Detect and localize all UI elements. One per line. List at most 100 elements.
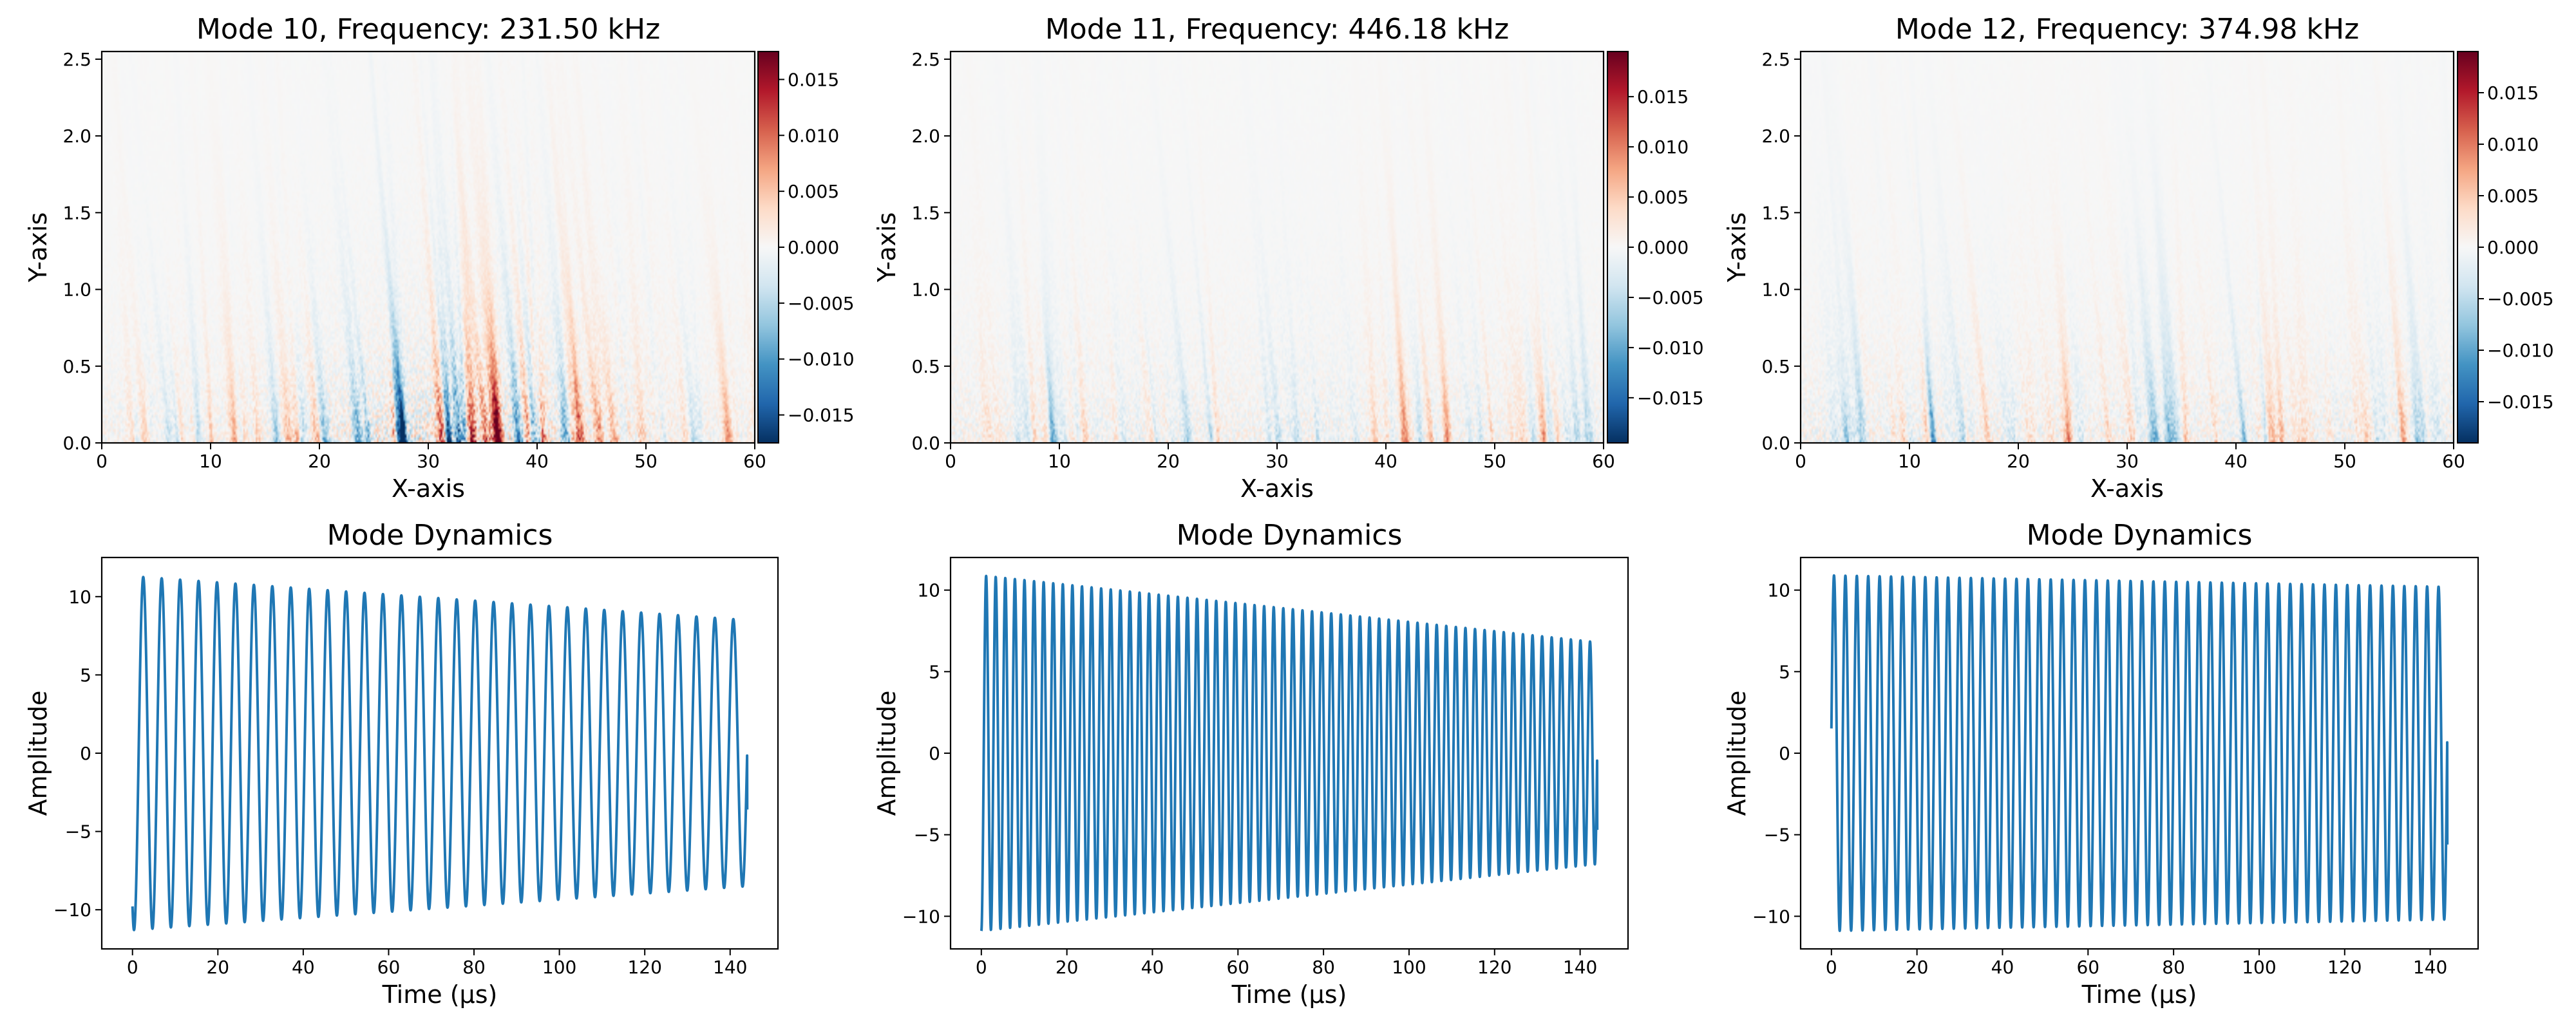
chart-title: Mode 10, Frequency: 231.50 kHz [196,13,660,46]
y-axis-label: Amplitude [1723,691,1751,816]
x-tick-label: 40 [1374,451,1397,472]
heatmap-panel-mode-12: 0 10 20 30 40 50 60 0.0 0.5 1.0 1.5 2.0 2.5 Mode 12, … [1723,13,2554,503]
x-tick-label: 40 [292,957,315,978]
y-tick-label: 0.0 [911,433,940,454]
x-tick-label: 60 [743,451,766,472]
dynamics-panel-mode-11: 0 20 40 60 80 100 120 140 −10 −5 0 5 10 Mode Dynamics… [873,519,1629,1009]
x-tick-label: 0 [96,451,108,472]
x-tick-label: 0 [127,957,138,978]
colorbar-tick-label: 0.005 [788,181,839,202]
colorbar: −0.015 −0.010 −0.005 0.000 0.005 0.010 0.015 [757,51,855,444]
chart-title: Mode 12, Frequency: 374.98 kHz [1895,13,2359,46]
colorbar-gradient [2457,51,2479,444]
x-tick-label: 120 [2327,957,2362,978]
y-axis-label: Y-axis [873,212,901,283]
y-axis-label: Y-axis [24,212,52,283]
x-tick-label: 140 [1563,957,1597,978]
y-tick-label: 0.5 [1761,356,1790,377]
y-tick-label: 5 [80,664,91,686]
y-tick-label: 0 [80,743,91,764]
amplitude-series-line [131,576,749,932]
colorbar-tick-label: −0.005 [788,293,855,314]
chart-title: Mode Dynamics [327,519,553,552]
chart-title: Mode 11, Frequency: 446.18 kHz [1045,13,1509,46]
y-tick-label: 1.5 [1761,202,1790,223]
x-axis-label: Time (μs) [2081,980,2197,1009]
x-tick-label: 30 [1265,451,1289,472]
x-tick-label: 100 [1392,957,1426,978]
x-tick-label: 80 [1312,957,1335,978]
x-axis-label: X-axis [2090,474,2164,503]
colorbar-tick-label: −0.010 [1637,337,1704,359]
mode-shape-field [102,52,755,443]
amplitude-series-line [1830,574,2449,932]
x-tick-label: 50 [2333,451,2356,472]
y-tick-label: 10 [917,580,940,601]
x-tick-label: 60 [2442,451,2465,472]
x-tick-label: 10 [1048,451,1071,472]
y-tick-label: 2.0 [62,126,91,147]
x-tick-label: 60 [1592,451,1615,472]
y-tick-label: 0.5 [911,356,940,377]
colorbar-gradient [1607,51,1629,444]
x-tick-label: 20 [2007,451,2030,472]
x-tick-label: 80 [462,957,486,978]
chart-title: Mode Dynamics [1177,519,1403,552]
x-tick-label: 100 [2242,957,2276,978]
x-tick-label: 20 [1157,451,1180,472]
y-tick-label: −10 [53,899,91,921]
x-tick-label: 120 [1477,957,1511,978]
x-tick-label: 140 [2413,957,2447,978]
x-tick-label: 0 [976,957,987,978]
colorbar-tick-label: 0.000 [2487,237,2539,258]
colorbar-tick-label: 0.005 [1637,187,1689,208]
colorbar-tick-label: 0.010 [1637,136,1689,158]
x-axis-label: X-axis [1240,474,1314,503]
x-axis-label: Time (μs) [382,980,498,1009]
mode-shape-field [1801,52,2454,443]
colorbar-tick-label: 0.010 [788,125,839,146]
y-tick-label: 5 [929,661,940,682]
x-tick-label: 60 [377,957,401,978]
dynamics-panel-mode-10: 0 20 40 60 80 100 120 140 −10 −5 0 5 10 Mode Dynamics… [24,519,779,1009]
y-tick-label: 1.0 [911,279,940,301]
y-tick-label: −5 [1764,825,1790,846]
y-tick-label: 2.0 [1761,126,1790,147]
y-axis-label: Amplitude [873,691,901,816]
y-axis-label: Y-axis [1723,212,1751,283]
x-tick-label: 140 [713,957,747,978]
colorbar-tick-label: 0.000 [1637,237,1689,258]
y-tick-label: 10 [1767,580,1790,601]
x-tick-label: 30 [417,451,440,472]
y-tick-label: −10 [1752,906,1790,927]
y-tick-label: 1.0 [1761,279,1790,301]
x-tick-label: 40 [526,451,549,472]
colorbar-tick-label: −0.010 [2487,340,2554,361]
y-tick-label: 0.0 [1761,433,1790,454]
colorbar-tick-label: −0.005 [1637,287,1704,308]
y-tick-label: 1.5 [62,202,91,223]
y-tick-label: 1.5 [911,202,940,223]
colorbar-tick-label: 0.015 [2487,82,2539,104]
y-tick-label: 2.5 [1761,49,1790,70]
dynamics-panel-mode-12: 0 20 40 60 80 100 120 140 −10 −5 0 5 10 Mode Dynamics… [1723,519,2479,1009]
x-tick-label: 30 [2116,451,2139,472]
colorbar-tick-label: 0.015 [788,69,839,90]
amplitude-series-line [980,574,1599,932]
y-tick-label: 10 [68,586,91,608]
x-tick-label: 80 [2162,957,2185,978]
x-tick-label: 40 [1141,957,1164,978]
heatmap-panel-mode-11: 0 10 20 30 40 50 60 0.0 0.5 1.0 1.5 2.0 2.5 Mode 11, … [873,13,1704,503]
y-axis-label: Amplitude [24,691,52,816]
y-tick-label: 2.0 [911,126,940,147]
x-tick-label: 20 [1906,957,1929,978]
x-tick-label: 100 [542,957,576,978]
x-tick-label: 0 [1826,957,1837,978]
colorbar-gradient [757,51,779,444]
colorbar-tick-label: 0.000 [788,237,839,258]
x-tick-label: 40 [2224,451,2248,472]
heatmap-panel-mode-10: 0 10 20 30 40 50 60 0.0 0.5 1.0 1.5 2.0 2.5 Mode 10, … [24,13,855,503]
y-tick-label: −10 [902,906,940,927]
y-tick-label: −5 [65,821,91,843]
